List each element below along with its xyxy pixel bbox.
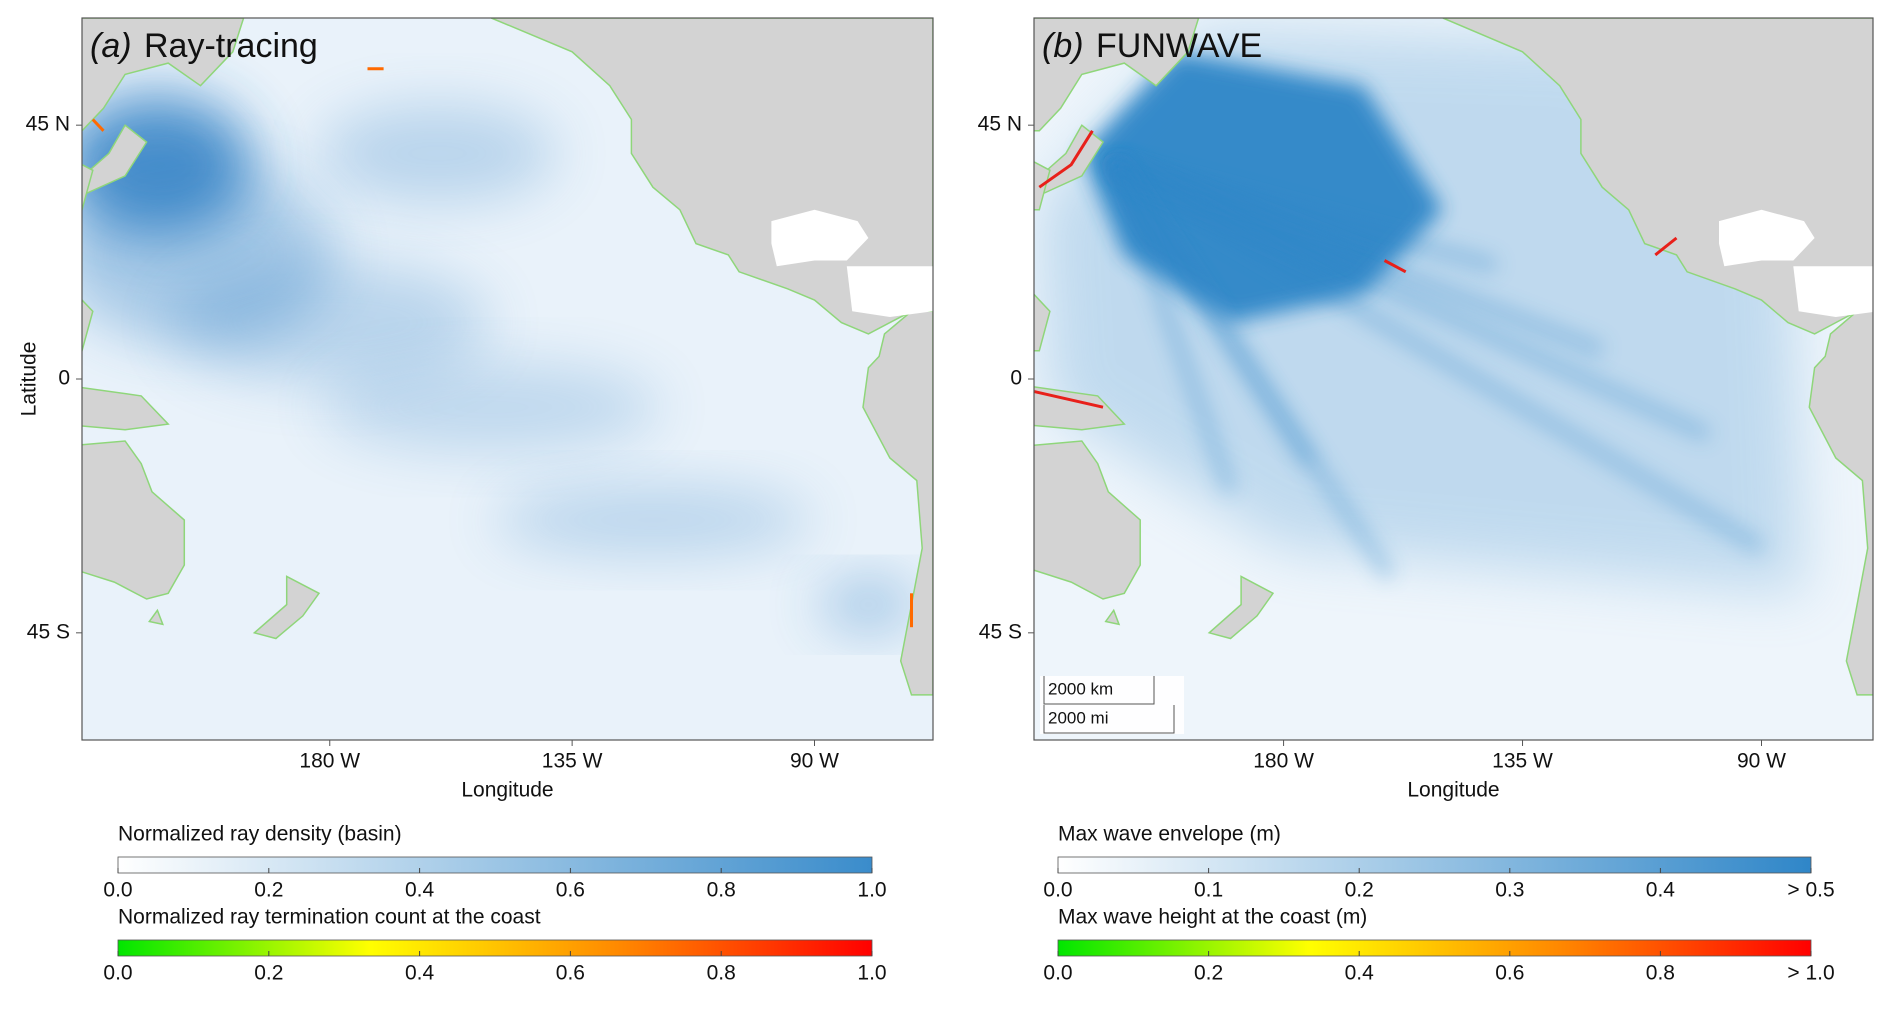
colorbar-tick-label: 0.4 — [1646, 879, 1676, 902]
land — [862, 310, 933, 696]
colorbar-tick-label: 0.3 — [1495, 879, 1524, 902]
colorbar-tick-label: 0.4 — [1345, 962, 1375, 985]
colorbar-title: Max wave height at the coast (m) — [1058, 906, 1367, 929]
land — [82, 124, 148, 194]
panel-title: FUNWAVE — [1096, 27, 1262, 65]
panel-label: (b) — [1042, 27, 1084, 65]
colorbar-tick-label: 0.0 — [103, 879, 132, 902]
y-tick-label: 45 S — [979, 620, 1022, 643]
coast-high — [91, 118, 105, 132]
colorbar-tick-label: 0.0 — [1043, 962, 1072, 985]
colorbar-tick-label: 0.1 — [1194, 879, 1223, 902]
land — [148, 608, 164, 626]
x-tick-label: 135 W — [542, 750, 603, 773]
scale-line — [1043, 705, 1175, 734]
colorbar-tick-label: 0.2 — [254, 962, 283, 985]
sea — [846, 266, 933, 317]
y-tick-label: 0 — [1010, 367, 1022, 390]
land — [1034, 440, 1141, 600]
colorbar-tick-label: > 1.0 — [1787, 962, 1834, 985]
coast-high — [1654, 236, 1678, 257]
colorbar-tick-label: 0.4 — [405, 879, 435, 902]
map — [1034, 18, 1873, 740]
x-tick-label: 135 W — [1492, 750, 1553, 773]
density — [492, 485, 813, 556]
colorbar-tick-label: 0.2 — [1194, 962, 1223, 985]
land — [82, 386, 170, 431]
x-tick-label: 180 W — [299, 750, 360, 773]
coast-high — [1038, 130, 1094, 189]
density — [317, 103, 558, 204]
wave-ray — [1107, 160, 1396, 581]
scale-label: 2000 mi — [1048, 708, 1108, 727]
density — [169, 262, 490, 383]
colorbar-tick-label: 0.0 — [103, 962, 132, 985]
coast-high — [1383, 259, 1407, 274]
map — [82, 18, 933, 740]
colorbar-tick-label: 0.8 — [707, 879, 736, 902]
wave-ray — [1107, 162, 1238, 495]
density — [321, 362, 662, 453]
x-tick-label: 90 W — [790, 750, 839, 773]
colorbar-title: Max wave envelope (m) — [1058, 823, 1281, 846]
colorbar-tick-label: 0.6 — [556, 962, 585, 985]
land — [1034, 18, 1200, 132]
land — [252, 575, 321, 640]
colorbar — [1057, 939, 1812, 957]
y-tick-label: 0 — [58, 367, 70, 390]
scale-line — [1043, 676, 1155, 705]
colorbar-tick-label: 0.2 — [1345, 879, 1374, 902]
x-tick-label: 180 W — [1253, 750, 1314, 773]
land — [1034, 293, 1051, 352]
wave-ray — [1110, 158, 1712, 442]
y-tick-label: 45 S — [27, 620, 70, 643]
y-tick-label: 45 N — [978, 113, 1022, 136]
colorbar-tick-label: 1.0 — [857, 962, 886, 985]
coast-high — [1034, 389, 1104, 409]
panel-title: Ray-tracing — [144, 27, 318, 65]
land — [1808, 310, 1873, 696]
land — [1207, 575, 1275, 640]
wave-ray — [1110, 158, 1766, 555]
y-tick-label: 45 N — [26, 113, 70, 136]
colorbar — [117, 939, 873, 957]
x-tick-label: 90 W — [1737, 750, 1786, 773]
colorbar-tick-label: 0.6 — [1495, 962, 1524, 985]
colorbar — [1057, 856, 1812, 874]
land — [1104, 608, 1121, 626]
colorbar-tick-label: 0.0 — [1043, 879, 1072, 902]
colorbar-tick-label: 1.0 — [857, 879, 886, 902]
density — [818, 579, 919, 630]
colorbar — [117, 856, 873, 874]
colorbar-tick-label: 0.2 — [254, 879, 283, 902]
colorbar-tick-label: 0.8 — [1646, 962, 1675, 985]
sea — [771, 209, 869, 267]
sea — [1793, 266, 1873, 317]
land — [82, 18, 245, 132]
colorbar-tick-label: > 0.5 — [1787, 879, 1834, 902]
scale-label: 2000 km — [1048, 679, 1113, 698]
y-axis-label: Latitude — [18, 342, 41, 417]
scale-box — [1040, 676, 1184, 734]
panel-label: (a) — [90, 27, 132, 65]
land — [82, 440, 186, 600]
colorbar-title: Normalized ray termination count at the … — [118, 906, 541, 929]
colorbar-tick-label: 0.6 — [556, 879, 585, 902]
colorbar-title: Normalized ray density (basin) — [118, 823, 402, 846]
x-axis-label: Longitude — [461, 779, 553, 802]
sea — [1719, 209, 1815, 267]
x-axis-label: Longitude — [1407, 779, 1499, 802]
colorbar-tick-label: 0.8 — [707, 962, 736, 985]
colorbar-tick-label: 0.4 — [405, 962, 435, 985]
